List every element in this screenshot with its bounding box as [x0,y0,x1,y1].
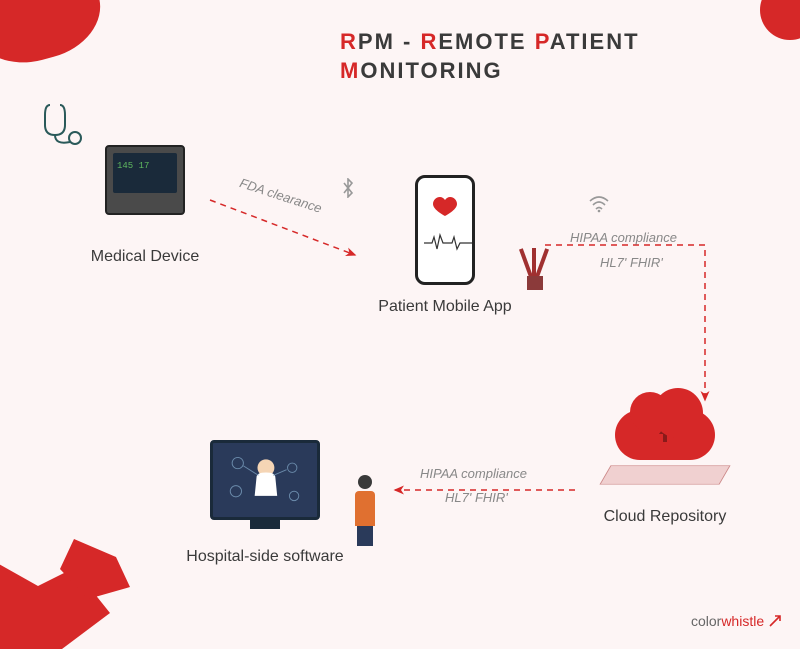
page-title: RPM - REMOTE PATIENT MONITORING [340,28,640,85]
arrows-layer [0,0,800,639]
stethoscope-icon [40,100,90,150]
arrow3-label1: HIPAA compliance [420,466,527,481]
node-label: Medical Device [60,248,230,266]
cloud-illustration [595,400,735,500]
node-hospital-sw: Hospital-side software [150,420,380,566]
node-label: Hospital-side software [150,548,380,566]
node-medical-device: Medical Device [60,120,230,266]
plant-decor [520,240,550,290]
phone-icon [415,175,475,285]
arrow2-label1: HIPAA compliance [570,230,677,245]
brand-text-1: color [691,613,721,629]
heart-icon [433,196,457,218]
wifi-icon [588,195,610,218]
decor-shape-tl [0,0,111,75]
doctor-on-screen-icon [219,449,311,513]
brand-logo: colorwhistle [691,613,782,629]
upload-arrow-icon [653,422,677,446]
node-label: Patient Mobile App [350,298,540,316]
medical-device-illustration [70,120,220,240]
decor-shape-tr [760,0,800,40]
brand-text-2: whistle [721,613,764,629]
monitor-icon [105,145,185,215]
node-label: Cloud Repository [570,508,760,526]
desktop-monitor-icon [210,440,320,520]
node-patient-app: Patient Mobile App [350,170,540,316]
ekg-icon [424,233,472,253]
arrow-1 [210,200,355,255]
hospital-sw-illustration [175,420,355,540]
arrow3-label2: HL7' FHIR' [445,490,508,505]
brand-arrow-icon [768,614,782,628]
cloud-icon [615,410,715,460]
person-icon [350,475,380,545]
node-cloud-repo: Cloud Repository [570,400,760,526]
cloud-platform [599,465,730,484]
bluetooth-icon [340,178,356,203]
phone-app-illustration [370,170,520,290]
arrow2-label2: HL7' FHIR' [600,255,663,270]
arrow1-label: FDA clearance [238,175,324,216]
